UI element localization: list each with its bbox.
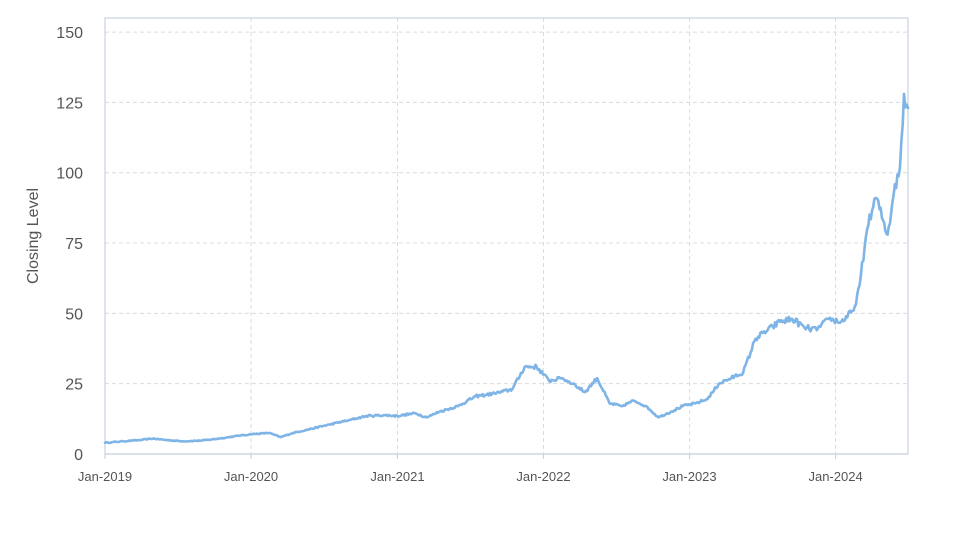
x-tick-label: Jan-2021 xyxy=(370,469,424,484)
x-tick-label: Jan-2019 xyxy=(78,469,132,484)
y-tick-label: 75 xyxy=(65,236,83,253)
y-axis-label: Closing Level xyxy=(25,188,42,284)
x-tick-label: Jan-2024 xyxy=(808,469,862,484)
x-tick-label: Jan-2020 xyxy=(224,469,278,484)
x-tick-label: Jan-2022 xyxy=(516,469,570,484)
y-tick-label: 100 xyxy=(56,166,83,183)
series-line xyxy=(103,92,910,445)
y-tick-label: 125 xyxy=(56,95,83,112)
y-tick-label: 50 xyxy=(65,306,83,323)
y-tick-label: 0 xyxy=(74,447,83,464)
series-layer xyxy=(103,92,910,445)
y-tick-label: 25 xyxy=(65,377,83,394)
axes xyxy=(104,17,909,459)
tick-labels: 0 25 50 75 100 125 150 Jan-2019 Jan-2020 Jan-2021… xyxy=(56,25,862,484)
x-tick-label: Jan-2023 xyxy=(662,469,716,484)
grid xyxy=(105,18,908,454)
y-tick-label: 150 xyxy=(56,25,83,42)
